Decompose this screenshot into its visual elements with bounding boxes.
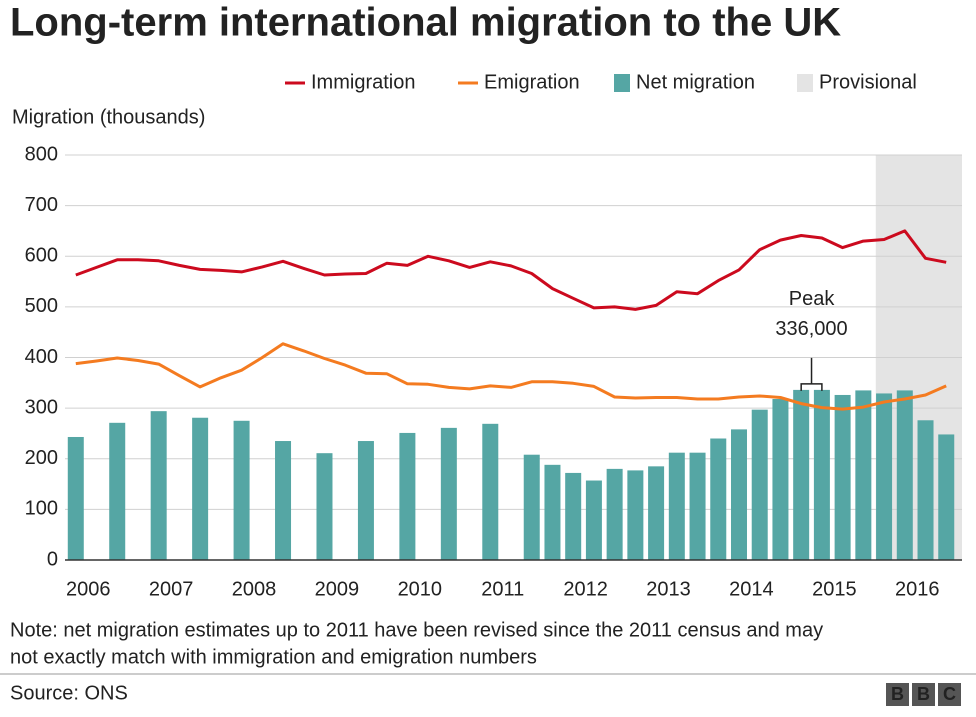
x-tick-label: 2016 bbox=[895, 578, 940, 600]
legend-label: Emigration bbox=[484, 71, 580, 93]
y-tick-label: 700 bbox=[25, 194, 58, 216]
bar bbox=[523, 454, 540, 560]
y-tick-label: 800 bbox=[25, 143, 58, 165]
logo-box bbox=[886, 683, 909, 706]
logo-letter: B bbox=[917, 684, 930, 704]
bar bbox=[689, 452, 706, 560]
annotation-bracket bbox=[800, 357, 823, 391]
y-tick-label: 300 bbox=[25, 396, 58, 418]
legend-label: Immigration bbox=[311, 71, 415, 93]
bar bbox=[150, 411, 167, 560]
source: Source: ONS bbox=[10, 682, 128, 704]
y-tick-label: 500 bbox=[25, 295, 58, 317]
bar bbox=[67, 436, 84, 560]
x-tick-label: 2012 bbox=[563, 578, 608, 600]
bar bbox=[813, 389, 830, 560]
bar bbox=[917, 420, 934, 560]
bar bbox=[482, 423, 499, 560]
bar bbox=[772, 399, 789, 560]
x-tick-label: 2006 bbox=[66, 578, 111, 600]
logo-box bbox=[938, 683, 961, 706]
x-tick-label: 2015 bbox=[812, 578, 857, 600]
bar bbox=[751, 409, 768, 560]
line bbox=[75, 229, 947, 311]
bar bbox=[730, 429, 747, 560]
logo-box bbox=[912, 683, 935, 706]
y-tick-label: 400 bbox=[25, 346, 58, 368]
legend-swatch bbox=[797, 74, 813, 92]
bar bbox=[440, 427, 457, 560]
x-tick-label: 2009 bbox=[315, 578, 360, 600]
annotation-text: 336,000 bbox=[775, 318, 847, 340]
bar bbox=[316, 453, 333, 560]
y-tick-label: 100 bbox=[25, 498, 58, 520]
chart-title: Long-term international migration to the… bbox=[10, 1, 841, 45]
x-tick-label: 2013 bbox=[646, 578, 691, 600]
line bbox=[75, 342, 947, 411]
legend-label: Net migration bbox=[636, 71, 755, 93]
bar bbox=[233, 420, 250, 560]
legend-label: Provisional bbox=[819, 71, 917, 93]
bar bbox=[710, 438, 727, 560]
bar bbox=[585, 480, 602, 560]
bar bbox=[938, 434, 955, 560]
bar bbox=[565, 472, 582, 560]
annotation-text: Peak bbox=[789, 288, 836, 310]
bar bbox=[834, 394, 851, 560]
bar bbox=[109, 422, 126, 560]
bar bbox=[275, 441, 292, 560]
note: Note: net migration estimates up to 2011… bbox=[10, 619, 823, 641]
x-tick-label: 2008 bbox=[232, 578, 277, 600]
logo-letter: B bbox=[891, 684, 904, 704]
y-tick-label: 0 bbox=[47, 548, 58, 570]
bar bbox=[648, 466, 665, 560]
bar bbox=[606, 468, 623, 560]
bar bbox=[627, 470, 644, 560]
x-tick-label: 2010 bbox=[398, 578, 443, 600]
note: not exactly match with immigration and e… bbox=[10, 646, 537, 668]
x-tick-label: 2011 bbox=[481, 578, 524, 600]
bar bbox=[896, 390, 913, 560]
bar bbox=[357, 441, 374, 560]
bar bbox=[793, 389, 810, 560]
bar bbox=[876, 393, 893, 560]
x-tick-label: 2007 bbox=[149, 578, 194, 600]
bar bbox=[399, 432, 416, 560]
x-tick-label: 2014 bbox=[729, 578, 774, 600]
bar bbox=[544, 464, 561, 560]
y-tick-label: 200 bbox=[25, 447, 58, 469]
y-tick-label: 600 bbox=[25, 245, 58, 267]
legend-swatch bbox=[614, 74, 630, 92]
logo-letter: C bbox=[943, 684, 956, 704]
bar bbox=[192, 417, 209, 560]
y-axis-label: Migration (thousands) bbox=[12, 106, 205, 128]
bar bbox=[668, 452, 685, 560]
bar bbox=[855, 390, 872, 560]
